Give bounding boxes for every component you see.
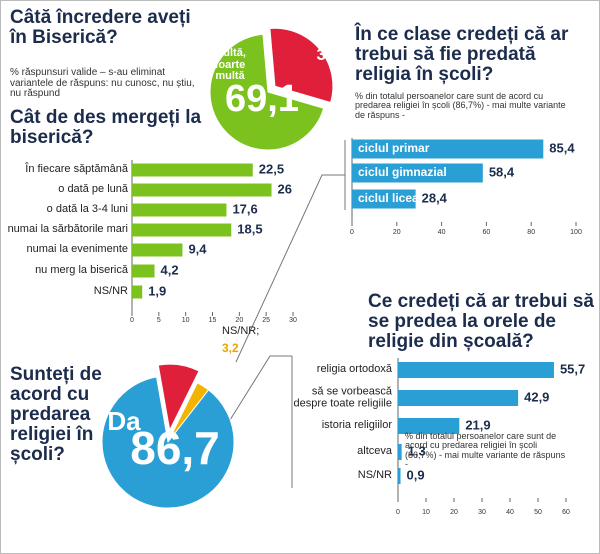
value-label: 58,4 — [489, 164, 515, 179]
value-label: 21,9 — [465, 417, 490, 432]
chart-title: Sunteți de acord cu predarea religiei în… — [10, 364, 102, 465]
bar — [352, 163, 483, 183]
bar — [398, 468, 401, 484]
x-tick-label: 30 — [478, 509, 486, 516]
bar — [132, 264, 155, 278]
x-tick-label: 10 — [182, 317, 190, 324]
value-label: 28,4 — [422, 190, 448, 205]
bar — [398, 444, 402, 460]
value-label: 9,4 — [188, 241, 207, 256]
value-label: 17,6 — [232, 201, 257, 216]
x-tick-label: 20 — [235, 317, 243, 324]
bar — [132, 223, 232, 237]
value-label: 18,5 — [237, 221, 262, 236]
x-tick-label: 80 — [527, 229, 535, 236]
bar — [398, 418, 460, 434]
chart-title: Ce credeți că ar trebui să se predea la … — [368, 291, 594, 352]
x-tick-label: 60 — [562, 509, 570, 516]
value-label: 69,1 — [225, 78, 299, 120]
category-label: o dată pe lună — [58, 183, 128, 196]
slice-label: Puțină, foarte puțină — [304, 7, 376, 31]
chart-title: Cât de des mergeți la biserică? — [10, 107, 202, 148]
category-label: ciclul primar — [358, 141, 430, 155]
pie-slice — [101, 376, 235, 509]
category-label: ciclul gimnazial — [358, 165, 447, 179]
chart-title: Câtă încredere aveți în Biserică? — [10, 7, 191, 48]
category-label: nu merg la biserică — [35, 264, 128, 277]
bar — [132, 285, 143, 299]
x-tick-label: 0 — [350, 229, 354, 236]
x-tick-label: 50 — [534, 509, 542, 516]
x-tick-label: 5 — [157, 317, 161, 324]
bar — [132, 243, 183, 257]
chart-subtitle: % răspunsuri valide – s-au eliminat vari… — [10, 67, 195, 99]
bar — [132, 183, 272, 197]
value-label: 26 — [278, 181, 292, 196]
value-label: 3,2 — [222, 341, 239, 355]
value-label: 1,3 — [408, 443, 426, 458]
pie-slice — [209, 33, 325, 151]
slice-label: Multă, foarte multă — [214, 47, 246, 83]
x-tick-label: 10 — [422, 509, 430, 516]
value-label: 0,9 — [407, 467, 425, 482]
connector — [229, 355, 292, 421]
category-label: NS/NR — [357, 469, 392, 482]
x-tick-label: 40 — [506, 509, 514, 516]
slice-label: NS/NR; — [222, 325, 260, 337]
value-label: 4,2 — [161, 262, 179, 277]
chart-subtitle: % din totalul persoanelor care sunt de a… — [355, 91, 566, 120]
pie-slice — [157, 363, 200, 432]
x-tick-label: 20 — [393, 229, 401, 236]
value-label: 30,9 — [316, 45, 350, 64]
x-tick-label: 100 — [570, 229, 582, 236]
x-tick-label: 15 — [209, 317, 217, 324]
category-label: ciclul liceal — [358, 191, 422, 205]
category-label: numai la evenimente — [26, 243, 128, 256]
bar — [132, 203, 227, 217]
slice-label: Nu — [173, 337, 189, 351]
category-label: În fiecare săptămână — [25, 163, 128, 176]
value-label: 85,4 — [549, 140, 575, 155]
value-label: 42,9 — [524, 389, 549, 404]
bar — [398, 390, 519, 406]
value-label: 55,7 — [560, 361, 585, 376]
category-label: religia ortodoxă — [316, 363, 392, 376]
x-tick-label: 0 — [396, 509, 400, 516]
x-tick-label: 0 — [130, 317, 134, 324]
value-label: 10,1 — [169, 351, 193, 365]
bar — [398, 362, 554, 378]
connector — [235, 174, 345, 363]
chart-title: În ce clase credeți că ar trebui să fie … — [355, 24, 569, 85]
category-label: NS/NR — [93, 285, 128, 298]
x-tick-label: 40 — [438, 229, 446, 236]
slice-label: Da — [107, 406, 141, 436]
value-label: 86,7 — [130, 422, 220, 474]
category-label: altceva — [357, 445, 392, 458]
pie-slice — [269, 27, 334, 104]
bar — [352, 189, 416, 209]
category-label: o dată la 3-4 luni — [46, 203, 128, 216]
x-tick-label: 25 — [262, 317, 270, 324]
value-label: 1,9 — [148, 283, 166, 298]
bar — [132, 163, 253, 177]
x-tick-label: 20 — [450, 509, 458, 516]
value-label: 22,5 — [259, 161, 284, 176]
chart-note: % din totalul persoanelor care sunt de a… — [405, 431, 566, 470]
category-label: să se vorbească despre toate religiile — [293, 385, 392, 409]
x-tick-label: 60 — [483, 229, 491, 236]
x-tick-label: 30 — [289, 317, 297, 324]
bar — [352, 139, 544, 159]
category-label: numai la sărbătorile mari — [7, 223, 128, 236]
category-label: istoria religiilor — [321, 419, 392, 432]
